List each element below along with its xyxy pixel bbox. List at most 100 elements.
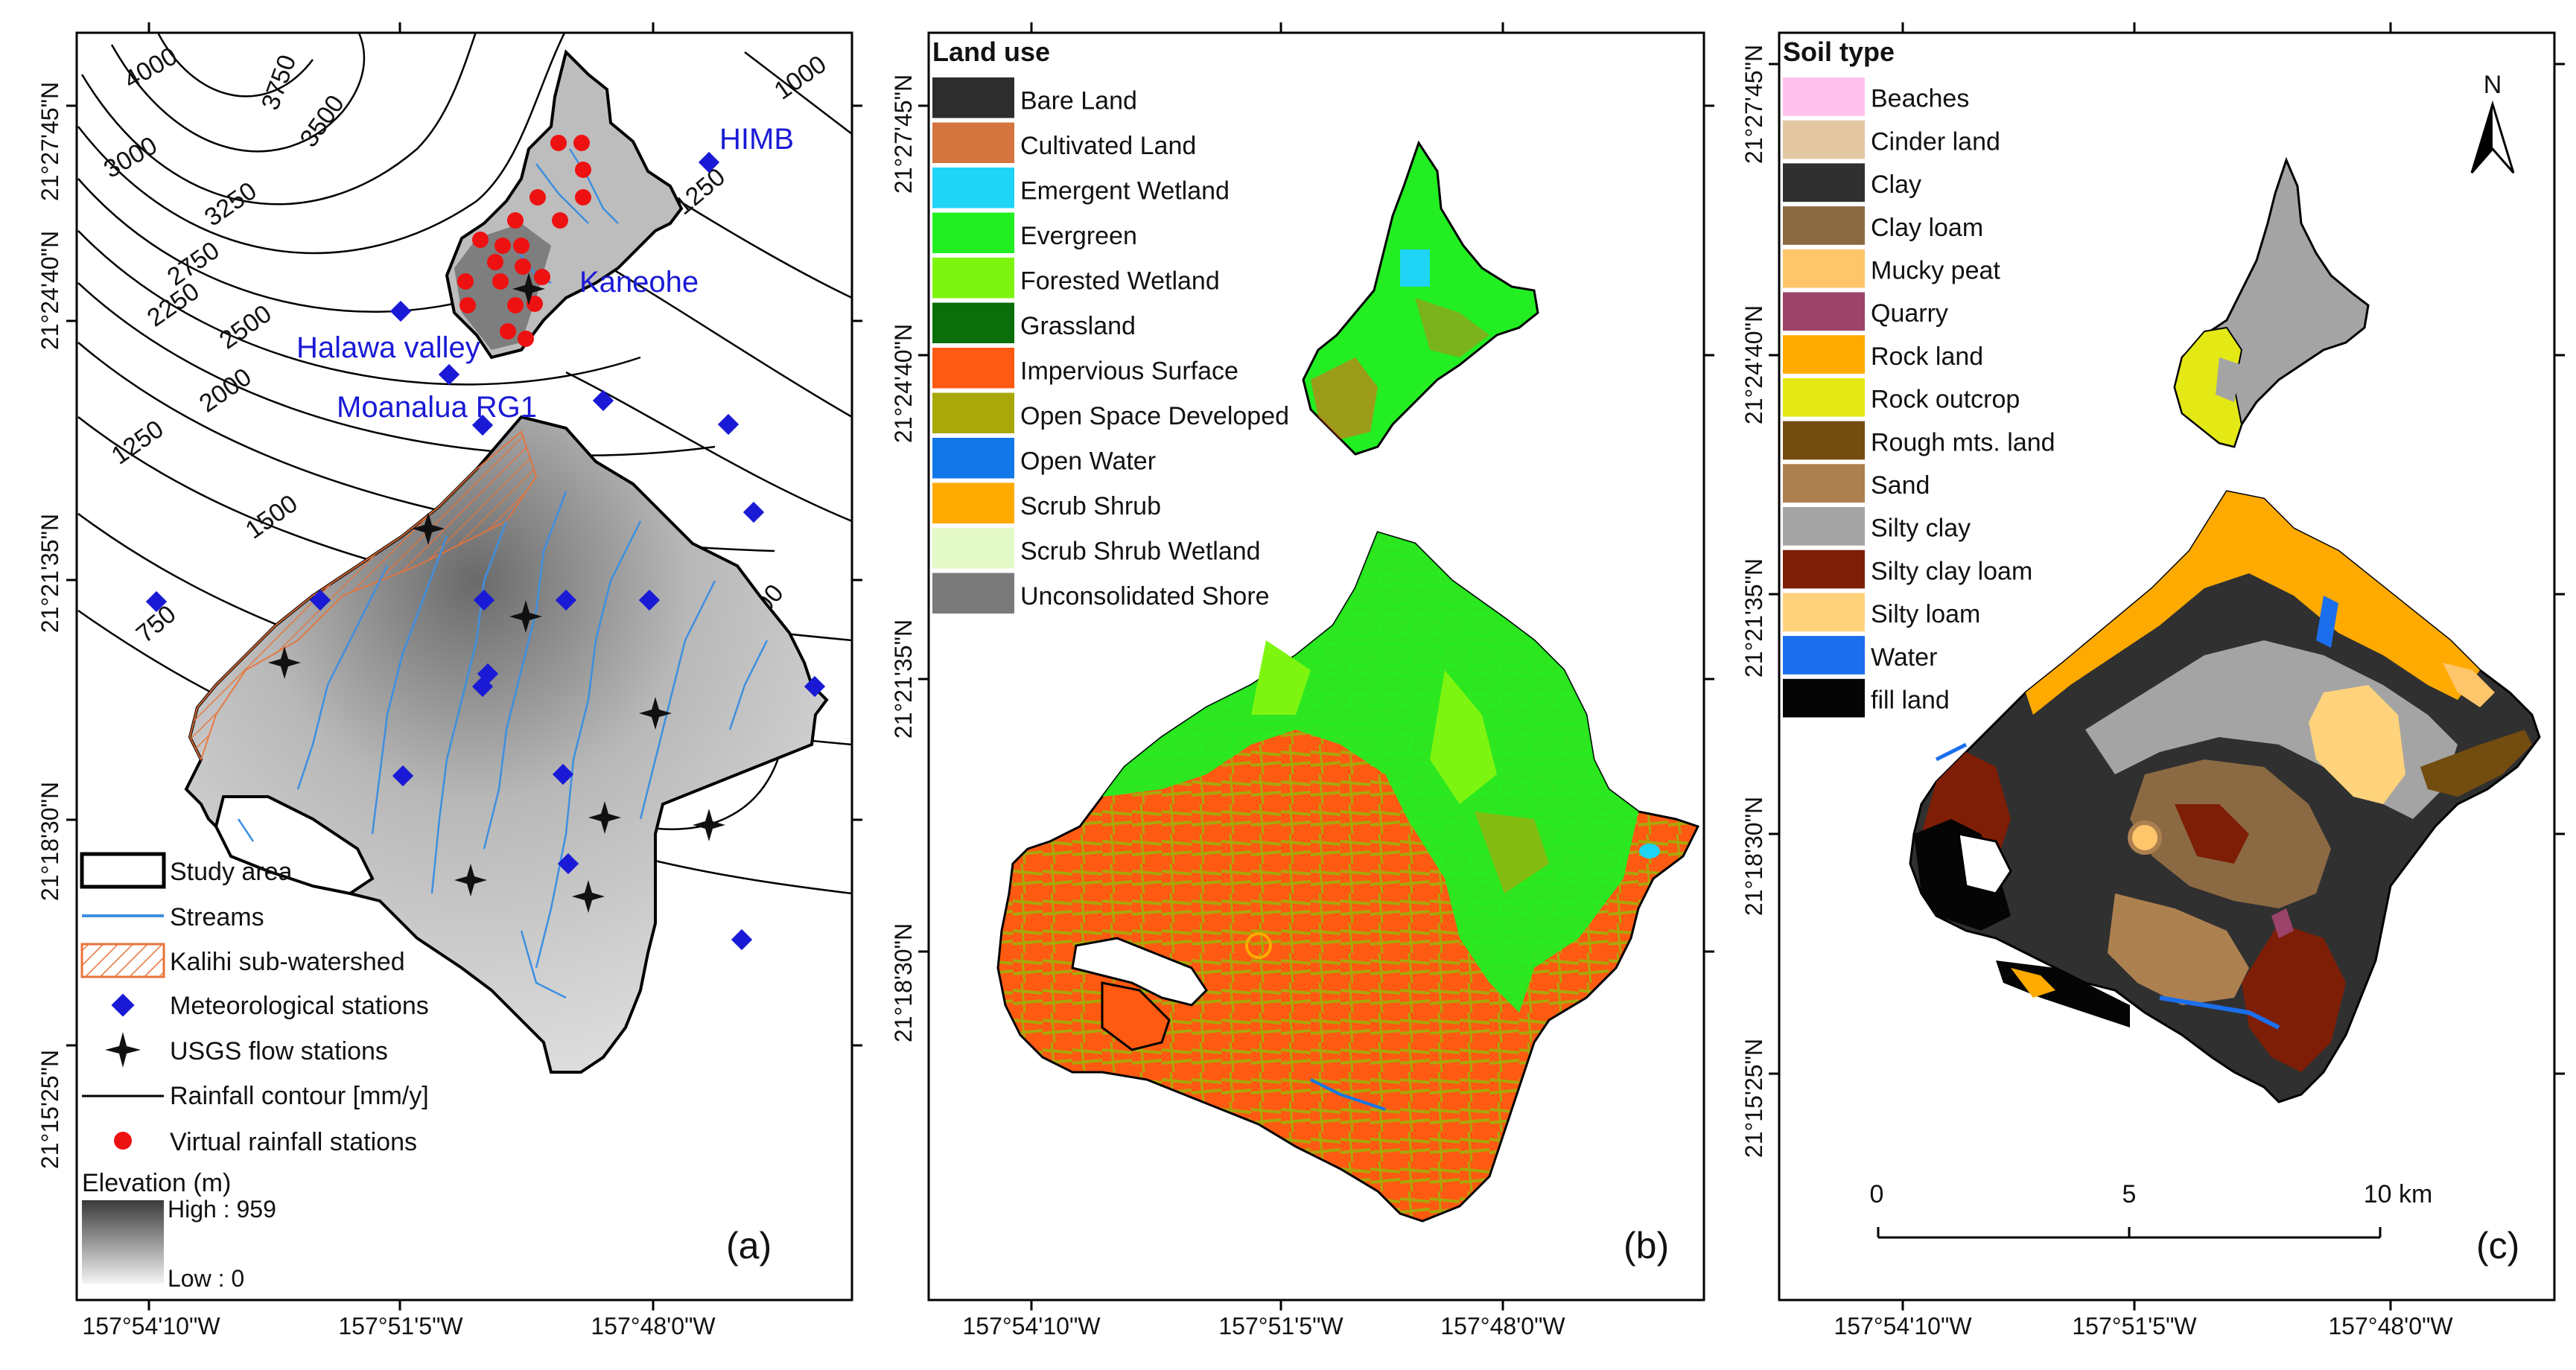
lon-tick-label: 157°48'0"W (591, 1313, 716, 1339)
virtual-station-marker (492, 273, 509, 290)
soil-legend-item: Beaches (1783, 77, 1969, 116)
lat-tick-label: 21°21'35"N (36, 514, 63, 633)
soil-rock-outcrop (2173, 326, 2243, 448)
soil-legend-item: fill land (1783, 678, 1950, 718)
landuse-legend-item: Scrub Shrub Wetland (932, 528, 1261, 569)
meteo-station-marker (804, 675, 826, 698)
soil-legend-item: Mucky peat (1783, 249, 2000, 288)
landuse-legend-label: Evergreen (1020, 222, 1137, 250)
virtual-station-marker (550, 135, 567, 151)
landuse-legend-label: Open Water (1020, 447, 1156, 476)
lat-tick-label: 21°15'25"N (36, 1050, 63, 1169)
legend-item-usgs: USGS flow stations (105, 1032, 388, 1068)
landuse-legend-item: Open Space Developed (932, 392, 1289, 433)
usgs-station-marker (639, 697, 672, 730)
soil-legend-swatch (1783, 421, 1865, 460)
streams (237, 491, 769, 999)
lat-tick-label: 21°27'45"N (36, 82, 63, 201)
soil-legend-swatch (1783, 636, 1865, 675)
soil-legend-item: Clay (1783, 163, 1921, 203)
legend-item-contour: Rainfall contour [mm/y] (82, 1082, 429, 1110)
virtual-station-marker (515, 258, 531, 275)
soil-legend-swatch (1783, 377, 1865, 417)
landuse-legend-item: Grassland (932, 302, 1136, 343)
lat-tick-label: 21°24'40"N (890, 324, 917, 443)
lat-tick-label: 21°18'30"N (890, 923, 917, 1042)
soil-legend-label: Clay (1871, 171, 1921, 199)
legend-label: Rainfall contour [mm/y] (170, 1082, 429, 1110)
landuse-legend-item: Open Water (932, 438, 1156, 479)
soil-legend-item: Quarry (1783, 292, 1948, 331)
lat-tick-label: 21°27'45"N (890, 74, 917, 194)
usgs-flow-stations (268, 273, 725, 913)
soil-legend-label: Sand (1871, 471, 1930, 500)
meteo-station-marker (471, 675, 494, 698)
soil-legend-label: Silty clay (1871, 514, 1971, 543)
landuse-legend-swatch (932, 212, 1014, 253)
lat-tick-label: 21°15'25"N (1740, 1039, 1767, 1158)
panel-a: 4000 3750 3500 3000 3250 2750 2500 2250 … (36, 22, 862, 1339)
lat-tick-label: 21°27'45"N (1740, 45, 1767, 164)
usgs-station-marker (572, 880, 605, 913)
landuse-legend-item: Emergent Wetland (932, 168, 1230, 208)
lat-tick-label: 21°24'40"N (1740, 305, 1767, 424)
legend-item-study-area: Study area (80, 852, 293, 889)
virtual-station-marker (500, 323, 516, 340)
meteo-station-marker (731, 928, 753, 951)
lon-tick-label: 157°54'10"W (1834, 1313, 1972, 1339)
scale-bar: 0 5 10 km (1870, 1180, 2432, 1239)
soil-legend: Soil type Beaches Cinder land Clay Clay loa… (1783, 36, 2055, 718)
kalihi-subwatershed (188, 430, 538, 762)
soil-legend-item: Rock outcrop (1783, 377, 2020, 417)
landuse-legend-swatch (932, 77, 1014, 118)
elevation-title: Elevation (m) (82, 1169, 231, 1197)
usgs-station-marker (509, 600, 542, 633)
meteo-station-marker (438, 363, 460, 386)
soil-legend-item: Water (1783, 636, 1937, 675)
virtual-station-marker (494, 238, 511, 254)
meteo-station-marker (309, 589, 331, 611)
legend-label: Streams (170, 903, 264, 931)
panel-a-legend: Study area Streams Kalihi sub-watershed … (80, 852, 429, 1292)
soil-legend-swatch (1783, 678, 1865, 718)
usgs-station-marker (588, 801, 621, 834)
panel-c: Soil type Beaches Cinder land Clay Clay loa… (1740, 22, 2565, 1339)
landuse-legend-label: Open Space Developed (1020, 402, 1289, 430)
meteo-station-marker (742, 501, 765, 523)
meteo-station-marker (389, 300, 412, 322)
soil-legend-item: Rough mts. land (1783, 421, 2055, 460)
usgs-station-marker (454, 864, 487, 896)
landuse-legend-label: Bare Land (1020, 87, 1137, 115)
north-label: N (2484, 71, 2502, 99)
lat-tick-label: 21°24'40"N (36, 231, 63, 350)
soil-legend-label: fill land (1871, 686, 1950, 715)
soil-legend-item: Silty loam (1783, 593, 1980, 632)
usgs-station-marker (512, 273, 545, 305)
soil-legend-swatch (1783, 206, 1865, 245)
soil-legend-item: Rock land (1783, 335, 1983, 374)
legend-label: Study area (170, 858, 293, 886)
legend-item-streams: Streams (82, 903, 264, 931)
virtual-station-marker (527, 296, 543, 312)
landuse-legend-swatch (932, 528, 1014, 569)
soil-legend-swatch (1783, 163, 1865, 203)
meteo-station-marker (145, 590, 168, 613)
soil-legend-label: Rock land (1871, 342, 1983, 371)
usgs-station-marker (412, 512, 445, 545)
virtual-station-marker (575, 189, 591, 206)
virtual-station-marker (507, 297, 524, 313)
lon-tick-label: 157°48'0"W (2328, 1313, 2453, 1339)
landuse-legend-item: Scrub Shrub (932, 482, 1161, 523)
meteo-station-marker (592, 389, 614, 412)
soil-legend-swatch (1783, 507, 1865, 546)
meteo-station-marker (392, 765, 414, 787)
virtual-station-marker (552, 212, 568, 229)
soil-legend-label: Quarry (1871, 299, 1948, 328)
soil-legend-label: Water (1871, 643, 1937, 672)
landuse-legend: Land use Bare Land Cultivated Land Emergen… (932, 36, 1289, 614)
legend-item-virtual: Virtual rainfall stations (114, 1128, 417, 1156)
panel-a-label: (a) (726, 1225, 772, 1267)
virtual-station-marker (529, 189, 546, 206)
meteo-station-marker (638, 589, 661, 611)
soil-legend-label: Clay loam (1871, 214, 1983, 242)
